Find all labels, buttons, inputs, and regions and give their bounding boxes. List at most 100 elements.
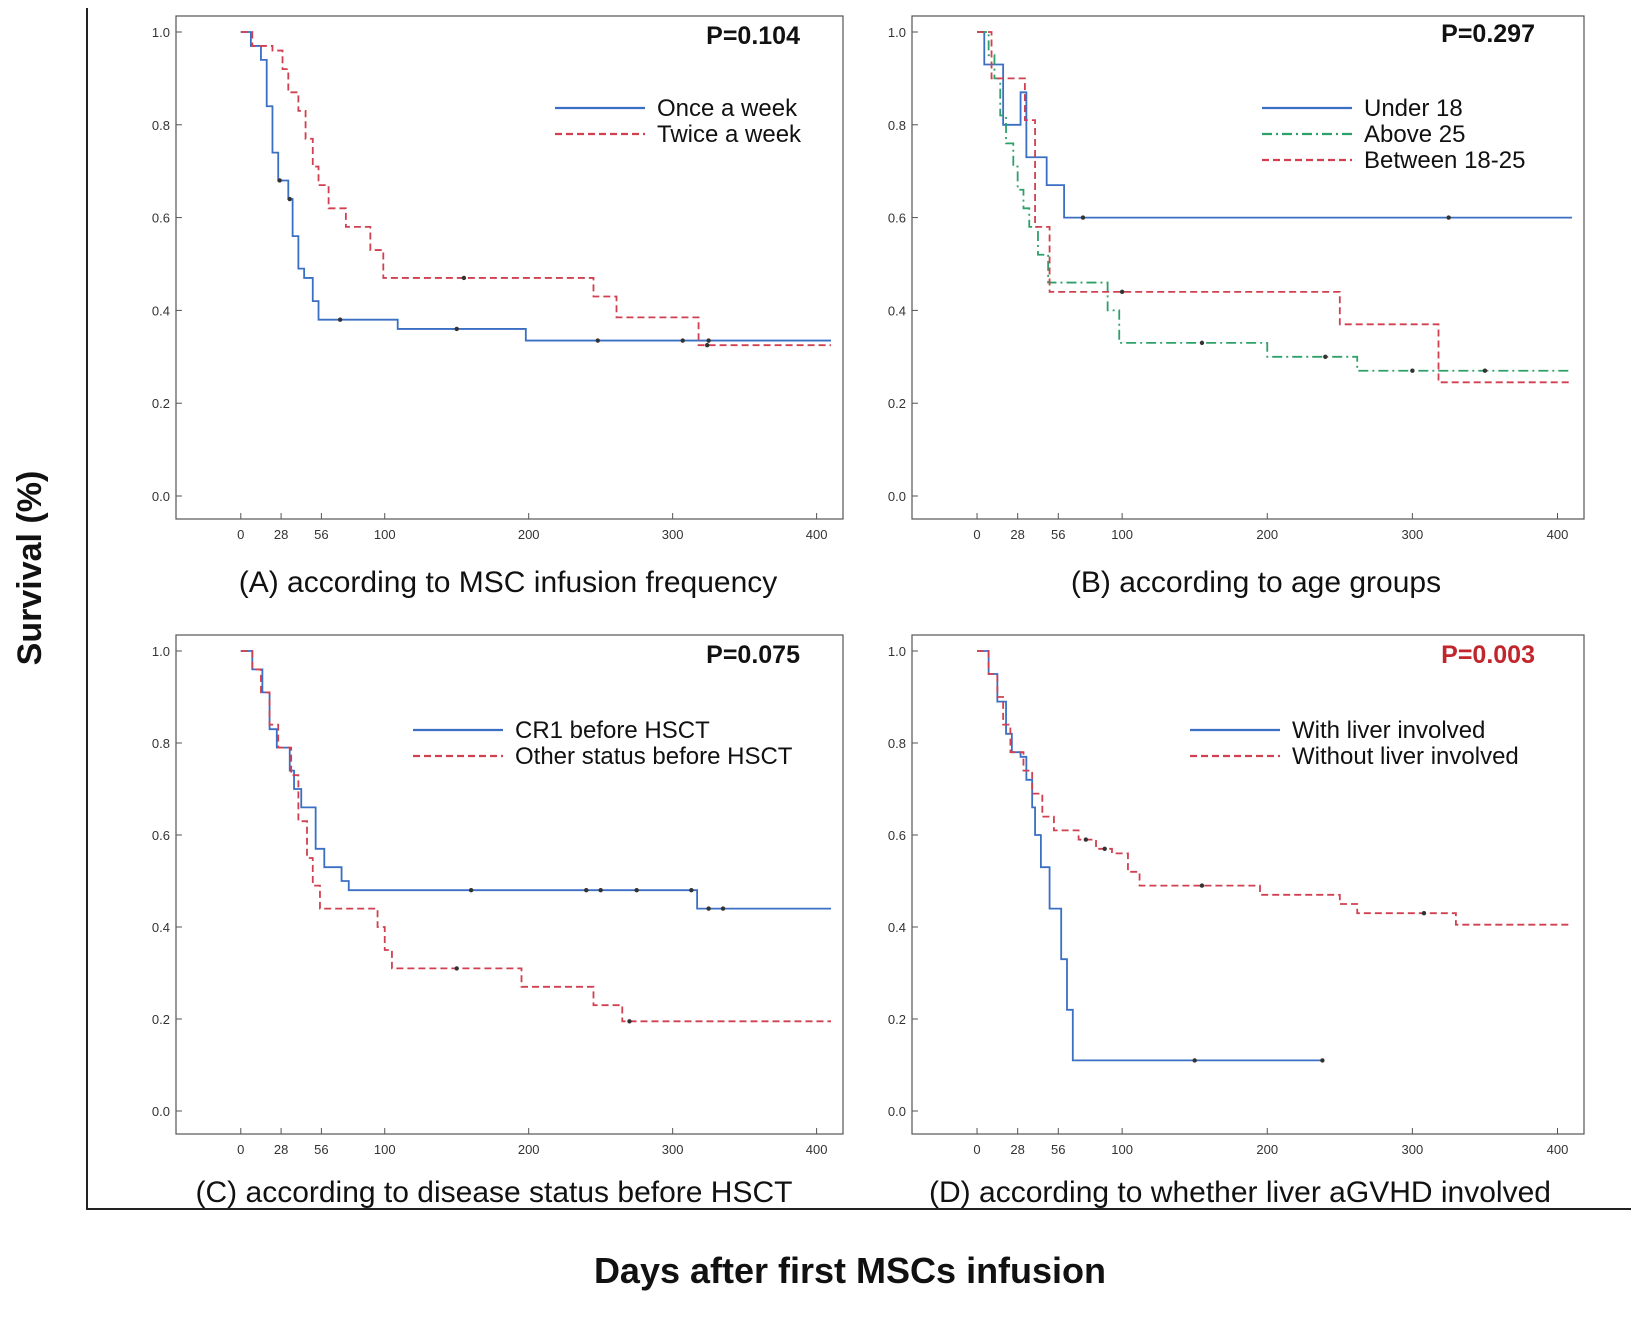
- x-tick-label: 0: [973, 1142, 980, 1157]
- x-tick-label: 0: [237, 1142, 244, 1157]
- x-tick-label: 200: [1256, 527, 1278, 542]
- x-tick-label: 100: [374, 527, 396, 542]
- panel-b-series-above-25-line: [977, 31, 1572, 372]
- x-tick-label: 400: [1547, 1142, 1569, 1157]
- panel-b-caption: (B) according to age groups: [1071, 566, 1441, 599]
- y-tick-label: 0.2: [152, 396, 170, 411]
- x-tick-label: 100: [374, 1142, 396, 1157]
- x-tick-label: 200: [518, 1142, 540, 1157]
- panel-b-series-between-18-25-legend-label: Between 18-25: [1364, 147, 1525, 174]
- panel-d-caption: (D) according to whether liver aGVHD inv…: [929, 1176, 1551, 1209]
- panel-d-series-without-liver-involved-censor-mark: [1199, 883, 1205, 888]
- y-tick-label: 0.4: [152, 920, 170, 935]
- y-tick-label: 0.8: [152, 736, 170, 751]
- x-tick-label: 28: [274, 1142, 288, 1157]
- panel-b-series-under-18-censor-mark: [1080, 215, 1086, 220]
- panel-b-series-under-18-legend-label: Under 18: [1364, 95, 1463, 122]
- panel-b-series-under-18-censor-mark: [1446, 215, 1451, 220]
- x-tick-label: 400: [806, 1142, 828, 1157]
- y-tick-label: 0.8: [888, 736, 906, 751]
- x-tick-label: 28: [274, 527, 288, 542]
- panel-b-p-value: P=0.297: [1441, 20, 1535, 48]
- panel-d: 0.0 0.2 0.4 0.6 0.8 1.0 0 28 56 100 200 300 400 With …: [888, 634, 1585, 1209]
- panel-a-series-once-a-week-censor-mark: [595, 338, 600, 343]
- panel-a-p-value: P=0.104: [706, 22, 800, 50]
- y-tick-label: 1.0: [152, 644, 170, 659]
- x-tick-label: 28: [1010, 1142, 1024, 1157]
- y-tick-label: 0.4: [888, 303, 906, 318]
- panel-a-frame: [175, 15, 844, 520]
- y-tick-label: 0.4: [152, 303, 170, 318]
- y-tick-label: 0.0: [888, 1104, 906, 1119]
- panel-b-series-between-18-25-censor-mark: [1119, 289, 1125, 295]
- panel-c-series-other-status-before-hsct-line: [240, 650, 831, 1023]
- panel-a-series-once-a-week-censor-mark: [680, 338, 685, 343]
- panel-d-series-with-liver-involved-censor-mark: [1320, 1058, 1325, 1063]
- panel-a: 0.0 0.2 0.4 0.6 0.8 1.0 0 28 56 100 200 300 400 Once …: [152, 15, 844, 599]
- y-tick-label: 0.8: [152, 118, 170, 133]
- panel-c-series-cr1-before-hsct-censor-mark: [468, 888, 474, 893]
- panel-b-series-under-18-line: [977, 31, 1572, 219]
- x-tick-label: 300: [1402, 1142, 1424, 1157]
- x-tick-label: 56: [1051, 1142, 1065, 1157]
- panel-a-series-once-a-week-censor-mark: [277, 178, 282, 183]
- panel-c-series-other-status-before-hsct-censor-mark: [627, 1019, 632, 1024]
- x-tick-label: 200: [518, 527, 540, 542]
- x-tick-label: 28: [1010, 527, 1024, 542]
- y-tick-label: 0.6: [888, 211, 906, 226]
- y-tick-label: 0.0: [152, 489, 170, 504]
- x-tick-label: 400: [806, 527, 828, 542]
- x-tick-label: 56: [1051, 527, 1065, 542]
- panel-c-series-cr1-before-hsct-censor-mark: [634, 888, 639, 893]
- figure-frame-bottom: [86, 1208, 1631, 1210]
- panel-c: 0.0 0.2 0.4 0.6 0.8 1.0 0 28 56 100 200 300 400 CR1 b…: [152, 634, 844, 1209]
- panel-b-frame: [911, 15, 1585, 520]
- x-axis-title: Days after first MSCs infusion: [593, 1250, 1107, 1291]
- panel-a-series-twice-a-week-censor-mark: [705, 343, 710, 348]
- panel-d-series-with-liver-involved-legend-label: With liver involved: [1292, 717, 1485, 744]
- x-tick-label: 56: [314, 1142, 328, 1157]
- panel-d-series-with-liver-involved-censor-mark: [1192, 1058, 1197, 1063]
- x-tick-label: 0: [237, 527, 244, 542]
- panel-d-series-without-liver-involved-censor-mark: [1421, 911, 1427, 916]
- x-tick-label: 56: [314, 527, 328, 542]
- panel-d-series-without-liver-involved-censor-mark: [1102, 846, 1107, 851]
- panel-a-series-once-a-week-legend-label: Once a week: [657, 95, 798, 122]
- y-tick-label: 1.0: [888, 25, 906, 40]
- panel-b-series-above-25-censor-mark: [1410, 368, 1415, 373]
- panel-b-series-between-18-25-line: [977, 31, 1572, 384]
- panel-c-series-cr1-before-hsct-censor-mark: [720, 906, 726, 911]
- panel-a-series-twice-a-week-legend-label: Twice a week: [657, 121, 802, 148]
- panel-c-frame: [175, 634, 844, 1135]
- panel-a-series-once-a-week-line: [240, 31, 831, 342]
- panel-a-series-once-a-week-censor-mark: [287, 196, 292, 202]
- y-tick-label: 0.6: [152, 211, 170, 226]
- panel-c-p-value: P=0.075: [706, 641, 800, 669]
- panel-c-series-cr1-before-hsct-legend-label: CR1 before HSCT: [515, 717, 710, 744]
- panel-d-series-without-liver-involved-line: [977, 650, 1572, 926]
- panel-b-series-above-25-censor-mark: [1199, 340, 1205, 346]
- panel-b-series-above-25-censor-mark: [1323, 354, 1328, 359]
- x-tick-label: 0: [973, 527, 980, 542]
- x-tick-label: 200: [1256, 1142, 1278, 1157]
- figure-frame-left: [86, 8, 88, 1210]
- panel-c-series-other-status-before-hsct-censor-mark: [454, 966, 459, 971]
- panel-c-series-cr1-before-hsct-censor-mark: [598, 888, 603, 893]
- y-tick-label: 1.0: [152, 25, 170, 40]
- x-tick-label: 300: [1402, 527, 1424, 542]
- y-tick-label: 0.0: [152, 1104, 170, 1119]
- panel-c-series-cr1-before-hsct-censor-mark: [689, 888, 694, 893]
- panel-c-series-cr1-before-hsct-line: [240, 650, 831, 910]
- x-tick-label: 100: [1111, 1142, 1133, 1157]
- y-tick-label: 0.6: [888, 828, 906, 843]
- panel-c-caption: (C) according to disease status before H…: [196, 1176, 793, 1209]
- panel-b: 0.0 0.2 0.4 0.6 0.8 1.0 0 28 56 100 200 300 400 Under…: [888, 15, 1585, 599]
- panel-a-series-twice-a-week-line: [240, 31, 831, 347]
- y-tick-label: 1.0: [888, 644, 906, 659]
- y-tick-label: 0.2: [888, 1012, 906, 1027]
- panel-d-series-with-liver-involved-line: [977, 650, 1323, 1062]
- panel-a-series-once-a-week-censor-mark: [337, 317, 343, 322]
- panel-d-series-without-liver-involved-legend-label: Without liver involved: [1292, 743, 1519, 770]
